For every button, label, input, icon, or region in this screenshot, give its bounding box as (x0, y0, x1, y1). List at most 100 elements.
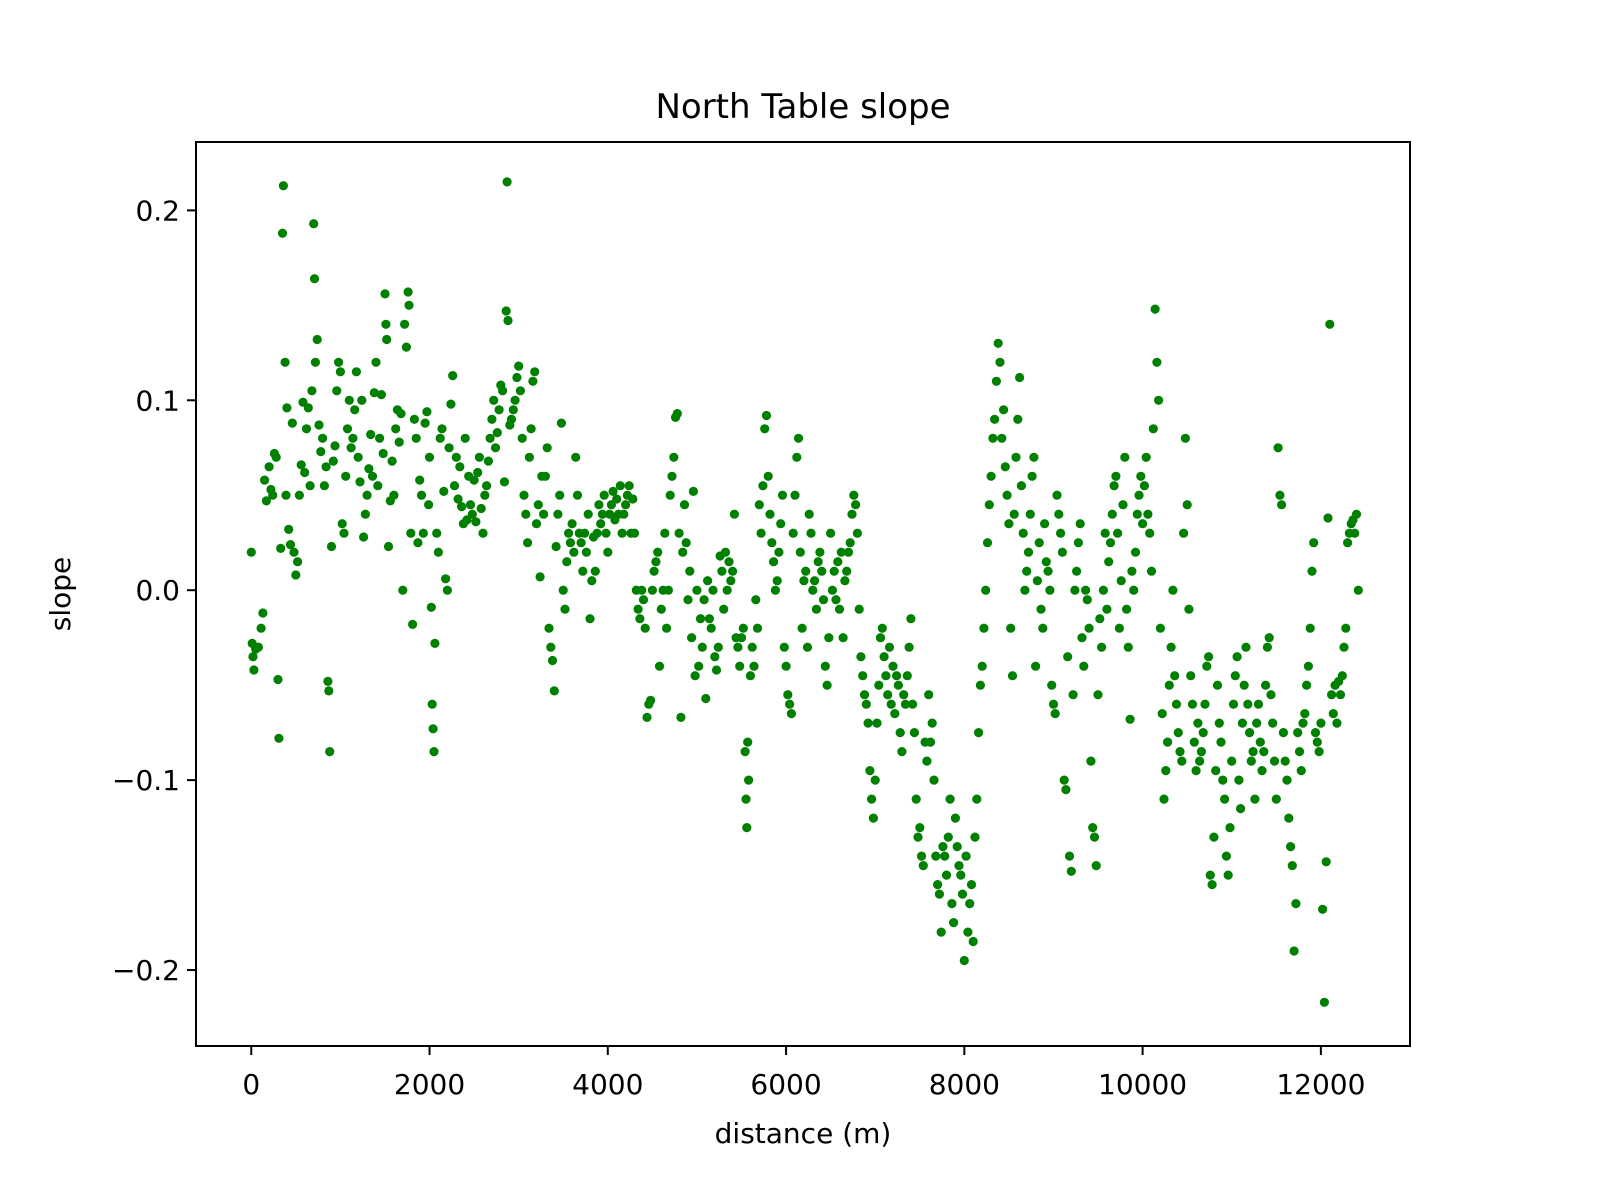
data-point (779, 642, 789, 652)
data-point (913, 832, 923, 842)
data-point (301, 424, 312, 434)
data-point (312, 334, 322, 345)
data-point (760, 424, 770, 434)
data-point (808, 585, 818, 595)
data-point (660, 528, 670, 538)
data-point (1093, 690, 1103, 700)
data-point (256, 623, 266, 633)
data-point (1041, 557, 1051, 567)
data-point (1084, 623, 1094, 633)
data-point (1227, 756, 1237, 766)
data-point (1157, 709, 1167, 719)
data-point (562, 557, 572, 567)
data-point (783, 690, 793, 700)
data-point (829, 566, 839, 576)
data-point (781, 661, 791, 671)
data-point (341, 471, 351, 481)
data-point (875, 633, 886, 643)
data-point (1120, 452, 1130, 462)
data-point (1095, 614, 1105, 624)
y-tick-label: 0.2 (135, 194, 180, 227)
data-point (870, 775, 880, 785)
data-point (435, 433, 445, 443)
data-point (1031, 661, 1041, 671)
data-point (394, 437, 404, 447)
data-point (624, 481, 634, 491)
data-point (556, 418, 567, 428)
data-point (761, 410, 772, 421)
data-point (888, 661, 898, 671)
data-point (908, 699, 918, 709)
data-point (1278, 728, 1288, 738)
data-point (663, 585, 674, 595)
data-point (751, 595, 761, 605)
data-point (323, 676, 333, 687)
data-point (733, 642, 743, 652)
data-point (539, 509, 549, 519)
data-point (638, 595, 649, 605)
data-point (371, 357, 381, 367)
data-point (448, 371, 458, 381)
data-point (1245, 728, 1255, 738)
data-point (1298, 718, 1308, 728)
plot-area-frame (195, 141, 1411, 1047)
data-point (1300, 709, 1310, 719)
data-point (1016, 481, 1026, 491)
data-point (533, 500, 543, 510)
data-point (337, 519, 347, 529)
data-point (1146, 566, 1157, 576)
data-point (528, 376, 538, 386)
data-point (1164, 680, 1174, 690)
data-point (995, 357, 1005, 367)
data-point (810, 576, 820, 586)
data-point (310, 357, 320, 367)
data-point (852, 528, 863, 538)
data-point (549, 686, 559, 696)
data-point (683, 595, 693, 605)
data-point (319, 481, 329, 491)
data-point (826, 528, 836, 538)
data-point (357, 395, 367, 405)
data-point (555, 490, 565, 500)
data-point (924, 690, 934, 700)
data-point (865, 766, 875, 776)
data-point (1202, 661, 1212, 671)
data-point (480, 490, 490, 500)
data-point (1232, 652, 1242, 662)
data-point (437, 424, 447, 434)
data-point (1250, 794, 1260, 804)
data-point (933, 880, 943, 890)
data-point (1102, 604, 1112, 614)
data-point (790, 490, 800, 500)
data-point (934, 889, 945, 899)
y-axis-label: slope (44, 557, 77, 632)
data-point (854, 604, 864, 614)
data-point (635, 614, 645, 624)
data-point (427, 699, 437, 709)
data-point (678, 547, 688, 557)
data-point (442, 585, 452, 595)
data-point (531, 519, 542, 529)
data-point (736, 633, 747, 643)
data-point (492, 428, 502, 438)
data-point (1187, 699, 1198, 709)
data-point (391, 424, 401, 434)
data-point (1148, 424, 1158, 434)
data-point (287, 418, 297, 428)
data-point (1234, 775, 1244, 785)
data-point (1198, 728, 1208, 738)
data-point (1139, 481, 1149, 491)
data-point (653, 547, 663, 557)
data-point (1007, 671, 1018, 681)
data-point (367, 471, 378, 481)
data-point (1107, 509, 1117, 519)
data-point (1186, 671, 1196, 681)
data-point (883, 690, 893, 700)
data-point (1268, 718, 1278, 728)
data-point (1207, 880, 1217, 890)
data-point (321, 462, 331, 472)
data-point (813, 557, 823, 567)
data-point (1236, 804, 1246, 814)
data-point (268, 490, 278, 500)
data-point (649, 566, 659, 576)
